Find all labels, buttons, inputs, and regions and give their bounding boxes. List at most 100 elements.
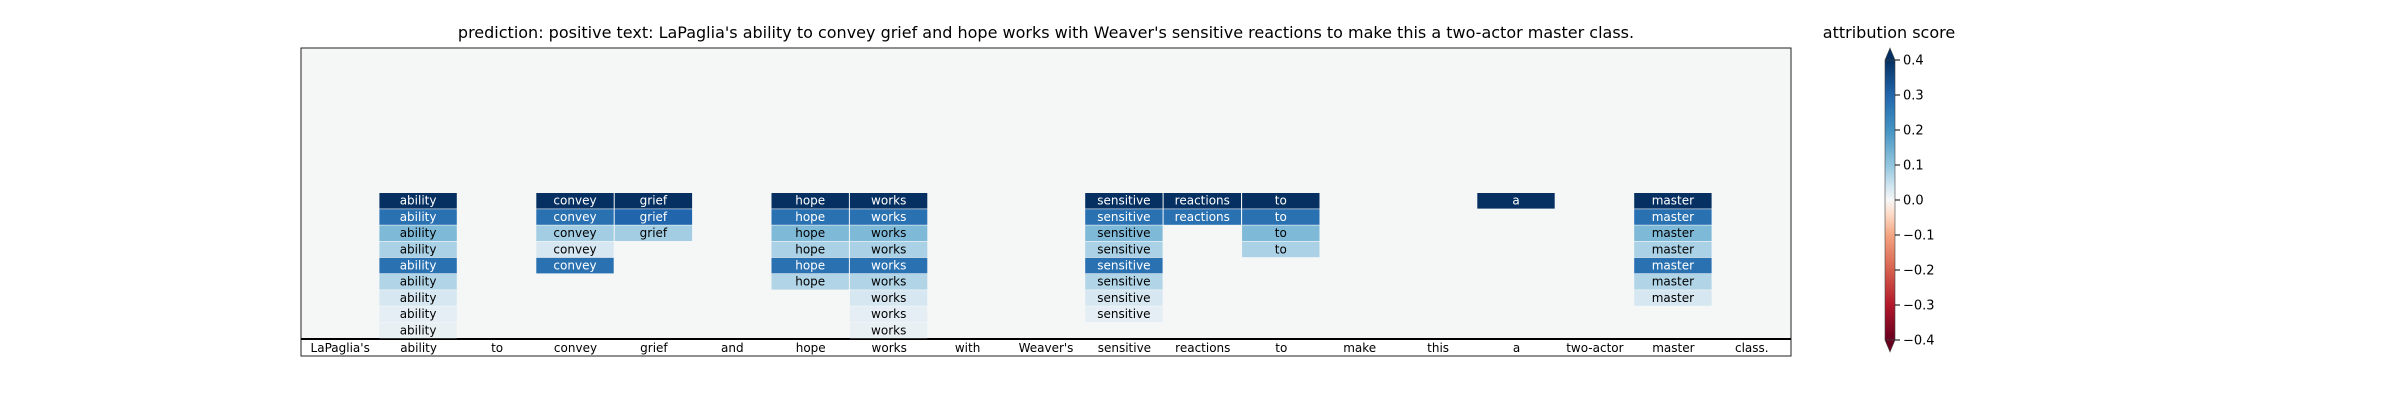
attribution-cell-label: ability: [400, 259, 437, 273]
token-label: convey: [554, 341, 597, 355]
token-label: class.: [1735, 341, 1769, 355]
attribution-cell-label: master: [1652, 259, 1694, 273]
attribution-cell-label: sensitive: [1097, 194, 1150, 208]
attribution-cell-label: sensitive: [1097, 307, 1150, 321]
attribution-cell-label: ability: [400, 194, 437, 208]
attribution-cell-label: sensitive: [1097, 242, 1150, 256]
token-label: with: [955, 341, 980, 355]
attribution-cell-label: convey: [553, 259, 596, 273]
attribution-cell: [379, 290, 457, 306]
attribution-cell: [849, 274, 928, 290]
attribution-cell-label: to: [1275, 194, 1287, 208]
attribution-cell-label: works: [871, 259, 906, 273]
token-label: master: [1652, 341, 1694, 355]
token-label: to: [1275, 341, 1287, 355]
token-label: Weaver's: [1019, 341, 1074, 355]
attribution-cell: [1477, 193, 1555, 209]
token-label: this: [1427, 341, 1449, 355]
attribution-cell-label: reactions: [1175, 210, 1230, 224]
attribution-cell-label: master: [1652, 194, 1694, 208]
attribution-cell: [536, 257, 614, 274]
attribution-cell: [1085, 209, 1163, 225]
token-label: reactions: [1175, 341, 1230, 355]
attribution-cell: [614, 193, 693, 209]
attribution-cell-label: ability: [400, 226, 437, 240]
attribution-cell: [849, 322, 928, 339]
colorbar-tick-label: 0.4: [1903, 54, 1924, 69]
attribution-cell-label: hope: [795, 275, 825, 289]
attribution-cell: [1163, 209, 1241, 225]
attribution-cell: [1085, 274, 1163, 290]
attribution-cell: [1634, 225, 1712, 241]
colorbar-tick-label: 0.1: [1903, 159, 1924, 174]
attribution-cell: [849, 257, 928, 274]
attribution-cell-label: works: [871, 194, 906, 208]
attribution-cell-label: works: [871, 242, 906, 256]
token-label: two-actor: [1566, 341, 1623, 355]
attribution-cell: [379, 241, 457, 258]
token-label: grief: [640, 341, 668, 355]
attribution-cell: [1085, 257, 1163, 274]
attribution-cell: [1242, 209, 1320, 225]
attribution-cell-label: sensitive: [1097, 291, 1150, 305]
attribution-cell: [771, 241, 849, 258]
attribution-cell-label: to: [1275, 210, 1287, 224]
attribution-cell-label: sensitive: [1097, 275, 1150, 289]
token-label: a: [1513, 341, 1520, 355]
attribution-cell: [379, 257, 457, 274]
attribution-cell-label: ability: [400, 275, 437, 289]
attribution-cell-label: to: [1275, 226, 1287, 240]
attribution-cell-label: grief: [640, 194, 668, 208]
attribution-cells: ability ability ability ability ability abili…: [379, 193, 1712, 339]
attribution-cell: [1163, 193, 1241, 209]
attribution-cell: [1085, 306, 1163, 322]
token-label: to: [491, 341, 503, 355]
attribution-cell: [536, 209, 614, 225]
attribution-cell-label: sensitive: [1097, 210, 1150, 224]
attribution-cell: [379, 209, 457, 225]
colorbar-extend-top: [1884, 47, 1896, 61]
attribution-cell: [849, 209, 928, 225]
colorbar-tick-label: −0.2: [1903, 264, 1935, 279]
attribution-cell-label: ability: [400, 210, 437, 224]
attribution-cell-label: works: [871, 291, 906, 305]
attribution-cell-label: a: [1512, 194, 1519, 208]
attribution-cell-label: sensitive: [1097, 259, 1150, 273]
attribution-cell-label: ability: [400, 291, 437, 305]
attribution-cell-label: works: [871, 275, 906, 289]
attribution-cell-label: convey: [553, 210, 596, 224]
colorbar-title: attribution score: [1823, 23, 1955, 42]
attribution-cell: [849, 241, 928, 258]
attribution-cell: [849, 193, 928, 209]
attribution-cell-label: hope: [795, 194, 825, 208]
attribution-cell: [1242, 193, 1320, 209]
attribution-cell: [1085, 290, 1163, 306]
attribution-cell-label: grief: [640, 226, 668, 240]
token-label: make: [1343, 341, 1376, 355]
colorbar-tick-label: 0.3: [1903, 89, 1924, 104]
attribution-cell: [379, 274, 457, 290]
token-label: LaPaglia's: [311, 341, 370, 355]
colorbar-ticks: 0.4 0.3 0.2 0.1 0.0 −0.1 −0.2 −0.3 −0.4: [1895, 54, 1935, 349]
attribution-cell-label: hope: [795, 259, 825, 273]
plot-area: [300, 47, 1792, 340]
attribution-cell: [379, 225, 457, 241]
attribution-cell: [849, 306, 928, 322]
colorbar-tick-label: −0.3: [1903, 299, 1935, 314]
colorbar-tick-label: −0.1: [1903, 229, 1935, 244]
token-labels: LaPaglia's ability to convey grief and hope wor…: [311, 341, 1769, 355]
attribution-cell-label: hope: [795, 210, 825, 224]
attribution-cell: [1085, 225, 1163, 241]
attribution-cell-label: master: [1652, 291, 1694, 305]
attribution-cell-label: hope: [795, 242, 825, 256]
colorbar-tick-label: 0.0: [1903, 194, 1924, 209]
attribution-cell: [771, 274, 849, 290]
attribution-cell-label: works: [871, 226, 906, 240]
attribution-cell-label: ability: [400, 242, 437, 256]
chart-title: prediction: positive text: LaPaglia's ab…: [458, 23, 1634, 42]
attribution-cell: [1634, 241, 1712, 258]
attribution-cell-label: convey: [553, 242, 596, 256]
colorbar-tick-label: −0.4: [1903, 334, 1935, 349]
